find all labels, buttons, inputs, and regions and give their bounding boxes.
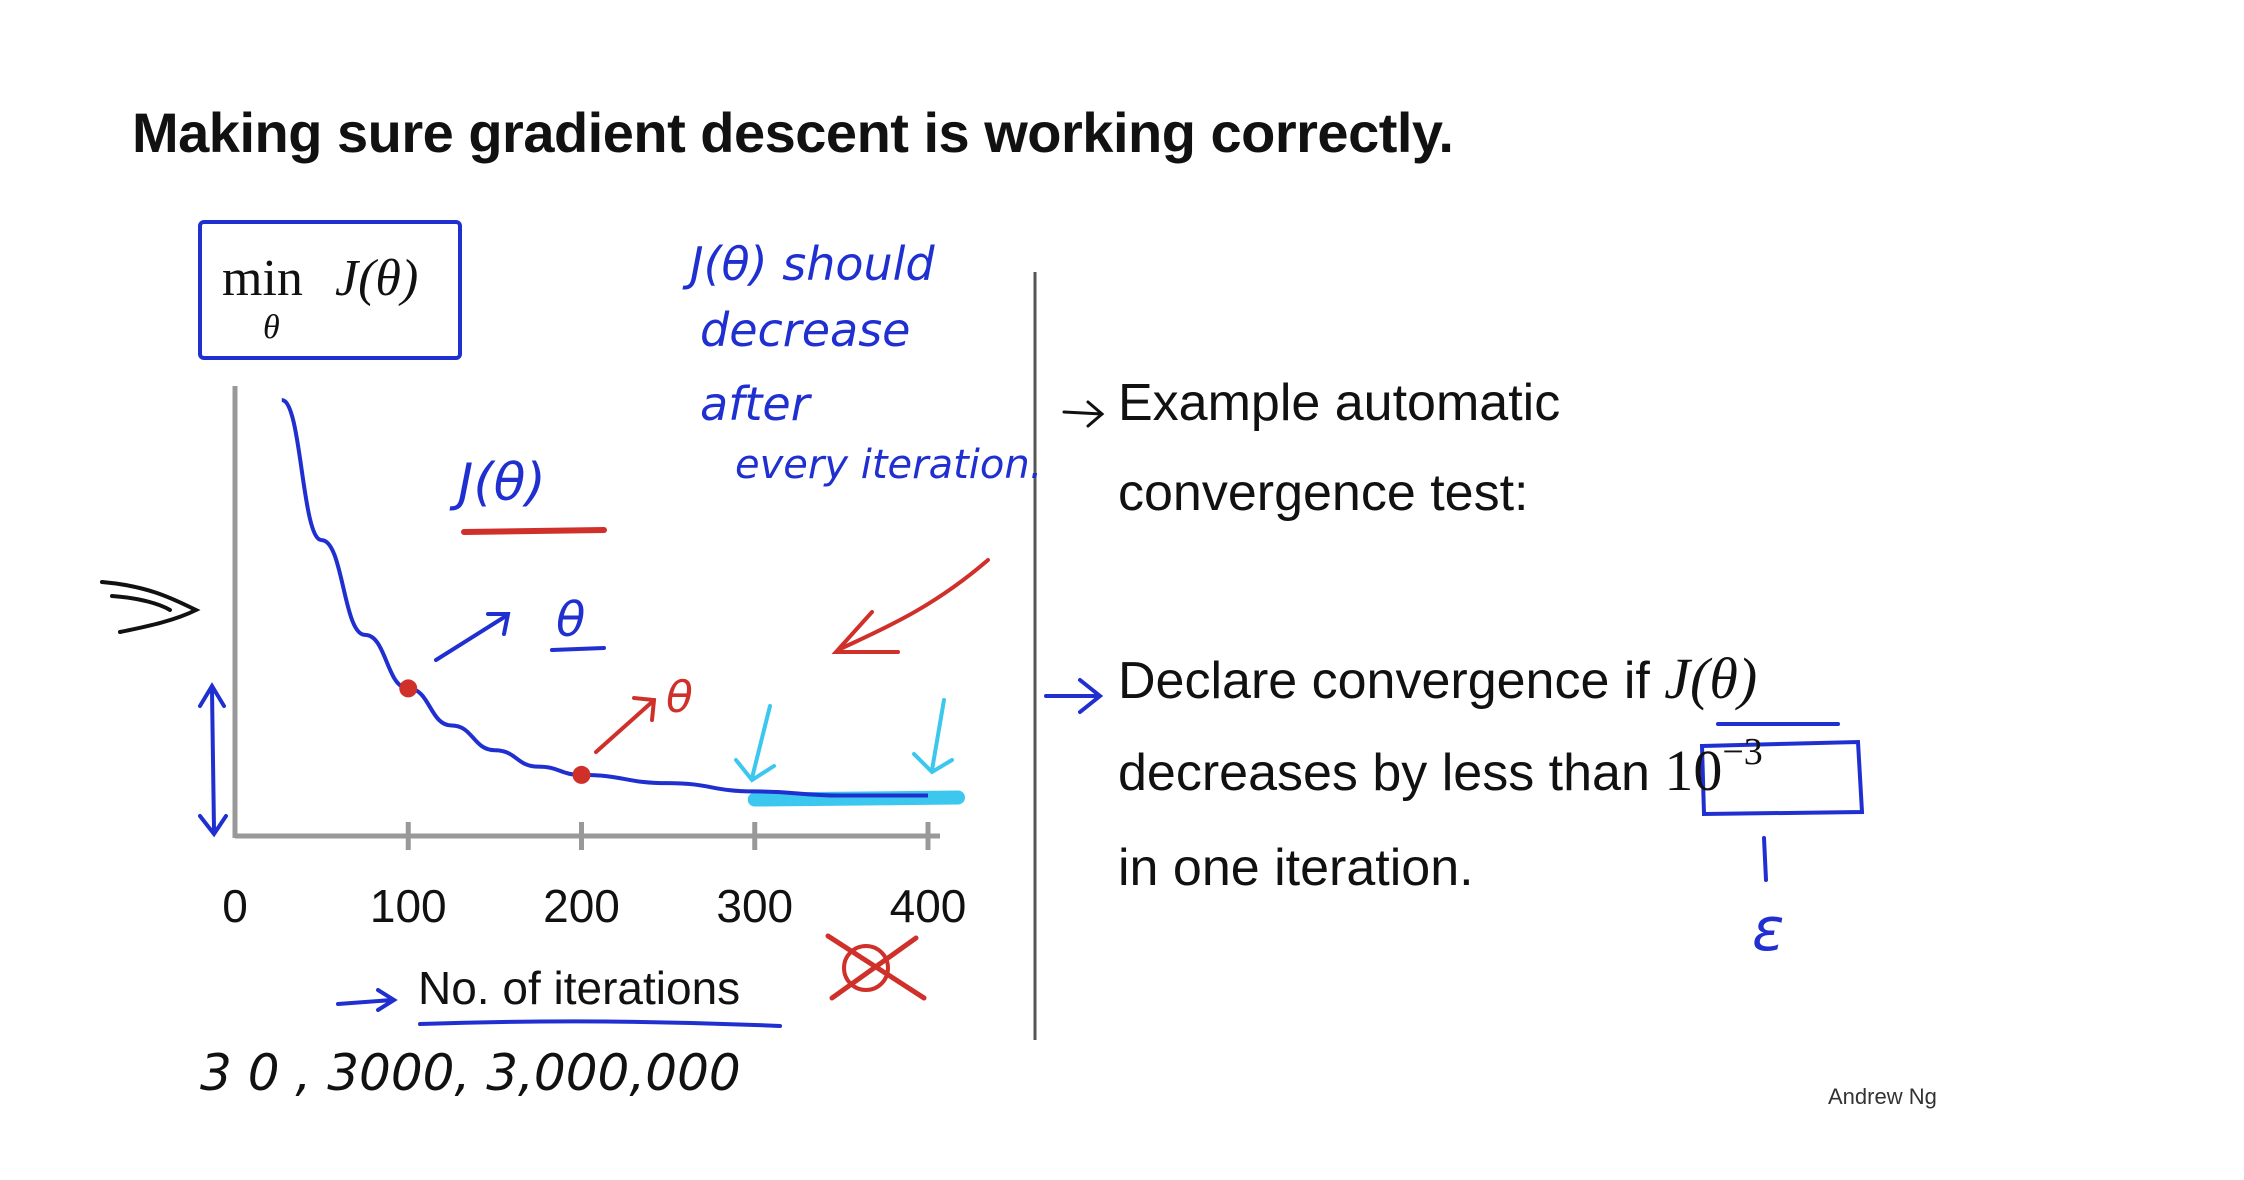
note-line-2: decrease (700, 303, 910, 357)
iteration-examples: 3 0 , 3000, 3,000,000 (200, 1044, 741, 1102)
x-axis-label-group: No. of iterations (336, 962, 782, 1028)
bullet-2-line-2: decreases by less than 10−3 (1118, 726, 1763, 823)
note-line-3: after (700, 377, 813, 431)
bullet-2: Declare convergence if J(θ) decreases by… (1118, 634, 1763, 913)
converged-highlight-mark (747, 790, 965, 807)
j-theta-underline (461, 527, 607, 535)
cyan-arrow-icon-1 (734, 704, 776, 783)
threshold-tick (1762, 836, 1768, 882)
theta-label-2: θ (666, 672, 693, 723)
hook-arrow-icon (100, 580, 201, 634)
bullet-2-line-2-text: decreases by less than (1118, 744, 1665, 802)
objective-box: min θ J(θ) (198, 220, 462, 360)
theta-arrow-1 (434, 612, 511, 662)
x-ticks: 0 100 200 300 400 (222, 822, 966, 932)
slide-title: Making sure gradient descent is working … (132, 101, 1454, 164)
marked-points (399, 679, 591, 784)
bullet-1-line-2: convergence test: (1118, 464, 1529, 522)
threshold-box (1699, 739, 1865, 817)
cost-curve-line (280, 398, 928, 798)
note-line-4: every iteration. (735, 442, 1042, 488)
xlabel-underline (418, 1019, 782, 1028)
chart-series (280, 398, 928, 798)
author-credit: Andrew Ng (1828, 1084, 1937, 1109)
theta-note-1: θ (434, 592, 606, 662)
epsilon-label: ε (1752, 895, 1784, 965)
marked-point (572, 765, 591, 784)
objective-expr: J(θ) (335, 250, 418, 307)
theta-underline-1 (550, 646, 606, 652)
theta-arrow-2 (594, 696, 657, 754)
theta-note-2: θ (594, 672, 693, 754)
x-tick-label: 400 (890, 880, 967, 932)
objective-subscript: θ (263, 309, 280, 346)
j-theta-label: J(θ) (449, 453, 546, 513)
crossed-out-icon (825, 933, 927, 1001)
bullet-1: Example automatic convergence test: (1118, 358, 1560, 538)
vertical-double-arrow-icon (198, 682, 228, 838)
objective-min: min (222, 250, 303, 307)
xlabel-arrow (336, 988, 398, 1012)
x-axis-label: No. of iterations (418, 962, 740, 1014)
bullet-2-threshold-base: 10 (1664, 738, 1723, 803)
bullet-2-j-theta: J(θ) (1664, 646, 1758, 711)
note-line-1: J(θ) should (682, 237, 935, 291)
bullet-2-line-1: Declare convergence if J(θ) (1118, 634, 1763, 726)
cyan-arrow-icon-2 (912, 698, 954, 775)
x-tick-label: 300 (716, 880, 793, 932)
x-tick-label: 100 (370, 880, 447, 932)
x-tick-label: 0 (222, 880, 248, 932)
marked-point (399, 679, 418, 698)
theta-label-1: θ (556, 592, 585, 648)
bullet-2-line-3: in one iteration. (1118, 839, 1474, 897)
bullet-arrow-icon-2 (1044, 678, 1104, 714)
bullet-arrow-icon-1 (1062, 400, 1105, 428)
j-theta-note: J(θ) (449, 453, 607, 535)
should-decrease-note: J(θ) should decrease after every iterati… (682, 237, 1042, 488)
bullet-2-threshold-exp: −3 (1722, 731, 1763, 773)
bullet-2-line-1-text: Declare convergence if (1118, 652, 1665, 710)
x-tick-label: 200 (543, 880, 620, 932)
bullet-1-line-1: Example automatic (1118, 374, 1561, 432)
red-arrow-icon (831, 558, 990, 654)
converged-highlight (747, 790, 965, 807)
chart-axes (232, 386, 940, 839)
